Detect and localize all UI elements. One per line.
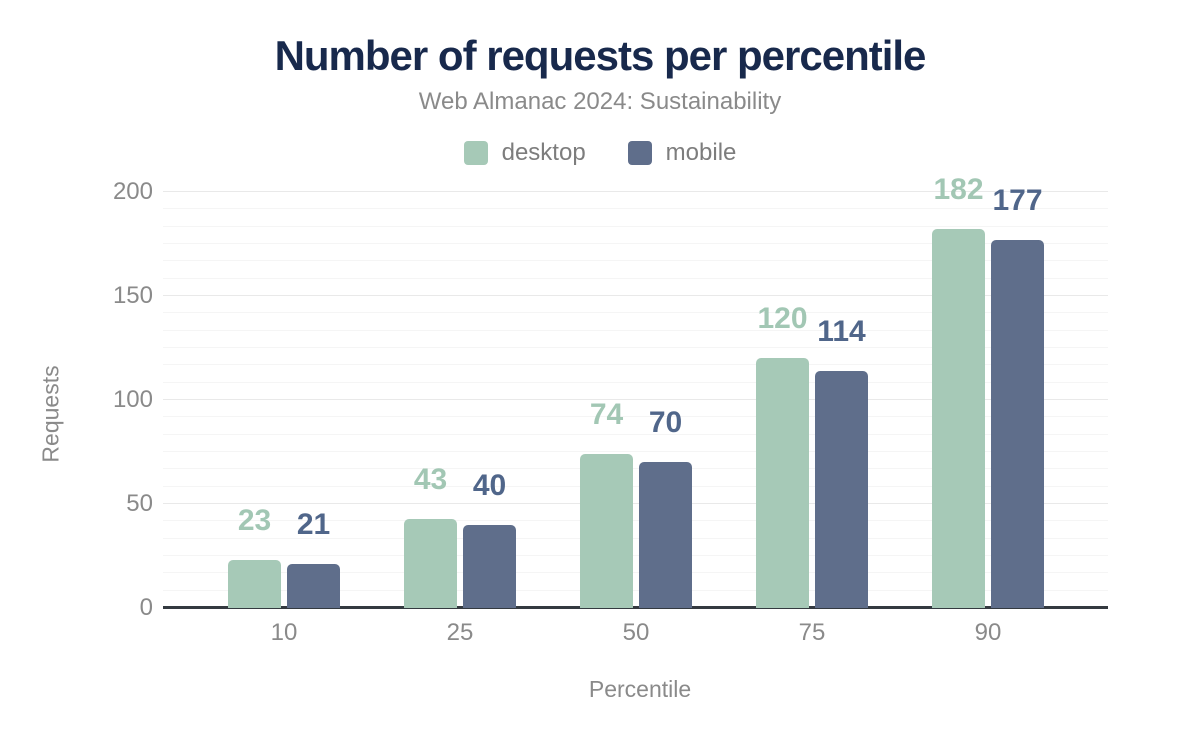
chart-subtitle: Web Almanac 2024: Sustainability <box>418 88 782 115</box>
bar-label-desktop-p50: 74 <box>589 398 624 432</box>
gridline-minor <box>163 225 1108 227</box>
bar-mobile-p90 <box>991 239 1044 608</box>
bar-desktop-p25 <box>404 518 457 608</box>
gridline-minor <box>163 520 1108 522</box>
y-tick-50: 50 <box>126 490 153 517</box>
bar-mobile-p10 <box>287 564 340 608</box>
bar-label-mobile-p90: 177 <box>992 183 1043 217</box>
gridline-minor <box>163 329 1108 331</box>
legend-swatch-mobile-icon <box>627 141 652 165</box>
bar-label-mobile-p50: 70 <box>648 406 683 440</box>
gridline-minor <box>163 260 1108 262</box>
gridline-minor <box>163 381 1108 383</box>
gridline-minor <box>163 416 1108 418</box>
bar-desktop-p90 <box>932 229 985 608</box>
x-tick-75: 75 <box>798 619 826 646</box>
x-tick-10: 10 <box>270 619 298 646</box>
x-tick-25: 25 <box>446 619 474 646</box>
bar-label-desktop-p75: 120 <box>757 302 808 336</box>
gridline-major <box>163 295 1108 296</box>
bar-desktop-p10 <box>228 560 281 608</box>
x-axis-title: Percentile <box>588 676 692 702</box>
bar-mobile-p25 <box>463 524 516 608</box>
gridline-minor <box>163 364 1108 366</box>
x-tick-50: 50 <box>622 619 650 646</box>
gridline-major <box>163 399 1108 400</box>
gridline-major <box>163 191 1108 192</box>
y-tick-100: 100 <box>112 386 153 413</box>
bar-mobile-p75 <box>815 370 868 608</box>
bar-label-mobile-p75: 114 <box>817 314 866 348</box>
gridline-minor <box>163 572 1108 574</box>
bar-label-desktop-p90: 182 <box>933 173 984 207</box>
chart-title: Number of requests per percentile <box>274 32 927 79</box>
gridline-minor <box>163 433 1108 435</box>
gridline-major <box>163 503 1108 504</box>
gridline-minor <box>163 347 1108 348</box>
gridline-minor <box>163 555 1108 556</box>
bar-desktop-p50 <box>580 454 633 608</box>
bar-label-mobile-p10: 21 <box>296 508 331 542</box>
gridline-minor <box>163 312 1108 314</box>
bar-mobile-p50 <box>639 462 692 608</box>
gridline-minor <box>163 537 1108 539</box>
y-tick-150: 150 <box>112 282 153 309</box>
y-axis-title: Requests <box>37 365 64 463</box>
bar-label-mobile-p25: 40 <box>472 468 507 502</box>
legend-item-desktop[interactable]: desktop <box>463 139 586 167</box>
legend: desktop mobile <box>0 139 1200 167</box>
bar-label-desktop-p25: 43 <box>413 462 448 496</box>
gridline-minor <box>163 485 1108 487</box>
legend-item-mobile[interactable]: mobile <box>627 139 737 167</box>
bar-label-desktop-p10: 23 <box>237 504 272 538</box>
x-axis-line <box>163 606 1108 609</box>
legend-label-mobile: mobile <box>665 139 737 166</box>
legend-label-desktop: desktop <box>501 139 586 166</box>
bar-desktop-p75 <box>756 358 809 608</box>
gridline-minor <box>163 277 1108 279</box>
x-tick-90: 90 <box>974 619 1002 646</box>
y-tick-0: 0 <box>139 594 153 621</box>
gridline-minor <box>163 468 1108 470</box>
legend-swatch-desktop-icon <box>463 141 488 165</box>
gridline-minor <box>163 451 1108 452</box>
y-tick-200: 200 <box>112 178 153 205</box>
plot-area: 23 21 43 40 74 70 120 114 182 177 <box>163 175 1108 609</box>
gridline-minor <box>163 243 1108 244</box>
gridline-minor <box>163 589 1108 591</box>
gridline-minor <box>163 208 1108 210</box>
